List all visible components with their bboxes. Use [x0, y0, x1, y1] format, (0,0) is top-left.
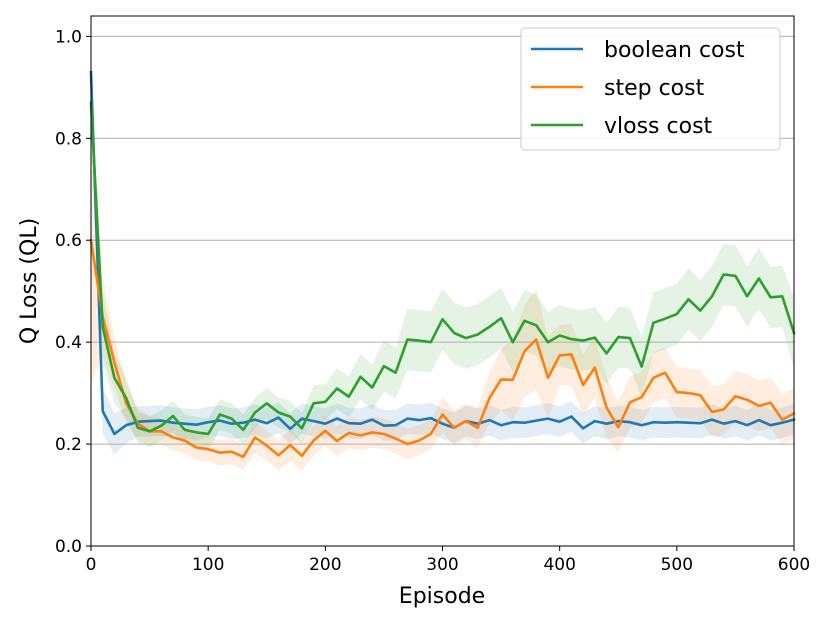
bands-layer: [91, 46, 794, 472]
series-line-vloss-cost: [89, 101, 796, 436]
legend-box: [520, 27, 781, 151]
x-tick-label-2: 200: [309, 555, 341, 575]
y-axis: 0.0 0.2 0.4 0.6 0.8 1.0: [55, 27, 91, 557]
x-tick-label-0: 0: [86, 555, 97, 575]
x-tick-label-3: 300: [426, 555, 458, 575]
x-axis-label: Episode: [399, 584, 485, 609]
y-tick-label-5: 1.0: [55, 27, 82, 47]
y-tick-label-3: 0.6: [55, 231, 82, 251]
series-line-boolean-cost: [89, 70, 796, 436]
y-tick-label-1: 0.2: [55, 435, 82, 455]
band-boolean-cost: [91, 46, 794, 455]
lines-layer: [89, 70, 796, 459]
band-step-cost: [91, 97, 794, 472]
legend-label-boolean-cost: boolean cost: [604, 38, 745, 63]
legend: boolean cost step cost vloss cost: [520, 27, 781, 151]
y-tick-label-2: 0.4: [55, 333, 82, 353]
x-axis: 0 100 200 300 400 500 600: [86, 546, 810, 575]
series-line-step-cost: [89, 238, 796, 459]
x-tick-label-5: 500: [661, 555, 693, 575]
x-tick-label-6: 600: [778, 555, 810, 575]
legend-label-vloss-cost: vloss cost: [604, 114, 713, 139]
legend-label-step-cost: step cost: [604, 76, 705, 101]
y-tick-label-0: 0.0: [55, 537, 82, 557]
y-tick-label-4: 0.8: [55, 129, 82, 149]
band-vloss-cost: [91, 77, 794, 450]
x-tick-label-4: 400: [543, 555, 575, 575]
x-tick-label-1: 100: [192, 555, 224, 575]
y-axis-label: Q Loss (QL): [17, 218, 42, 344]
